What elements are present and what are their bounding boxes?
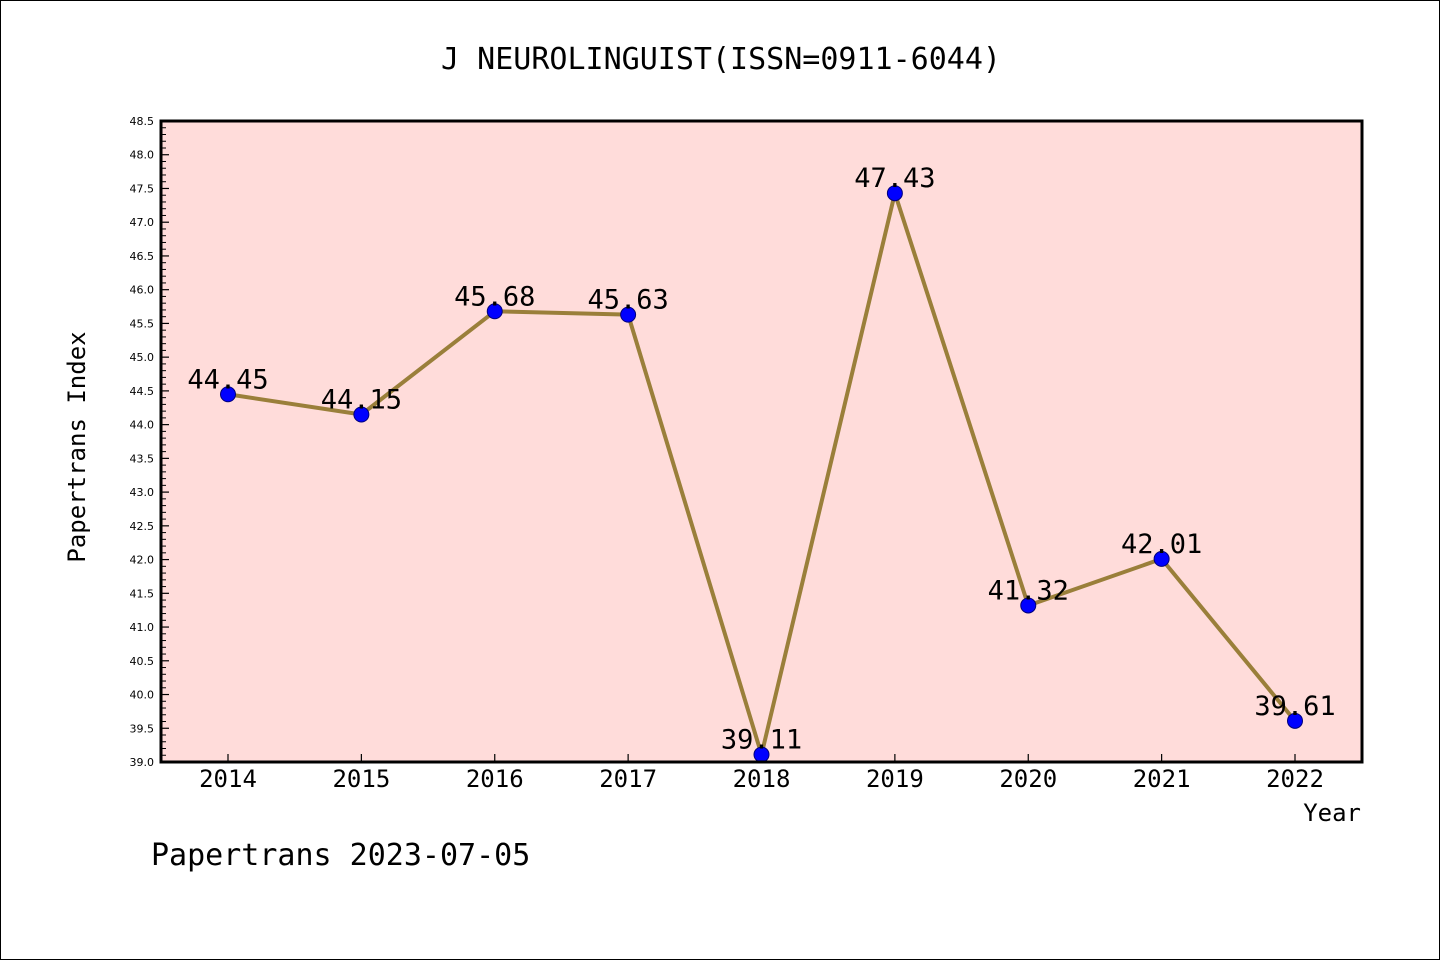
y-tick-label: 45.0	[130, 351, 155, 364]
data-series: 44.45 44.15 45.68 45.63 39.11 47.43 41.32 42.01…	[187, 163, 1336, 763]
x-tick-label: 2017	[599, 765, 657, 793]
data-point-marker	[486, 303, 503, 320]
y-tick-label: 43.5	[130, 452, 155, 465]
data-point-marker	[220, 386, 236, 403]
y-tick-label: 44.5	[130, 385, 155, 398]
x-axis: 2014 2015 2016 2017 2018 2019 2020 2021 2022	[199, 754, 1324, 793]
y-tick-label: 40.0	[130, 689, 155, 702]
y-axis-label: Papertrans Index	[63, 331, 91, 562]
plot-area	[161, 121, 1362, 762]
y-tick-label: 40.5	[130, 655, 155, 668]
x-tick-label: 2022	[1266, 765, 1324, 793]
data-label: 44.45	[187, 364, 268, 395]
data-point-marker	[886, 185, 903, 202]
y-tick-label: 39.5	[130, 722, 155, 735]
y-tick-label: 47.0	[130, 216, 155, 229]
y-tick-label: 48.0	[130, 149, 155, 162]
x-axis-label: Year	[1303, 799, 1361, 827]
x-tick-label: 2021	[1133, 765, 1191, 793]
y-tick-label: 45.5	[130, 317, 155, 330]
data-label: 39.61	[1254, 691, 1335, 722]
chart-title: J NEUROLINGUIST(ISSN=0911-6044)	[441, 42, 1001, 77]
data-label: 41.32	[988, 575, 1069, 606]
y-tick-label: 42.5	[130, 520, 155, 533]
x-tick-label: 2019	[866, 765, 924, 793]
data-label: 47.43	[854, 163, 935, 194]
y-tick-label: 41.0	[130, 621, 155, 634]
data-point-marker	[1287, 712, 1303, 729]
y-tick-label: 41.5	[130, 587, 155, 600]
data-point-marker	[1020, 597, 1037, 614]
y-tick-label: 46.0	[130, 284, 155, 297]
y-tick-label: 46.5	[130, 250, 155, 263]
data-label: 39.11	[721, 725, 802, 756]
y-tick-label: 48.5	[130, 115, 155, 128]
y-tick-label: 47.5	[130, 182, 155, 195]
data-point-marker	[620, 306, 637, 323]
data-label: 45.63	[587, 285, 668, 316]
y-tick-label: 43.0	[130, 486, 155, 499]
data-label: 45.68	[454, 281, 535, 312]
y-tick-label: 39.0	[130, 756, 155, 769]
x-tick-label: 2020	[999, 765, 1057, 793]
x-tick-label: 2016	[466, 765, 524, 793]
y-tick-label: 44.0	[130, 419, 155, 432]
footer-credit: Papertrans 2023-07-05	[151, 838, 530, 873]
data-label: 44.15	[321, 385, 402, 416]
x-tick-label: 2015	[332, 765, 390, 793]
x-tick-label: 2018	[733, 765, 791, 793]
y-tick-label: 42.0	[130, 554, 155, 567]
plot-border	[159, 119, 1364, 764]
data-point-marker	[353, 406, 370, 423]
x-tick-label: 2014	[199, 765, 257, 793]
data-label: 42.01	[1121, 529, 1202, 560]
data-point-marker	[1153, 550, 1170, 567]
